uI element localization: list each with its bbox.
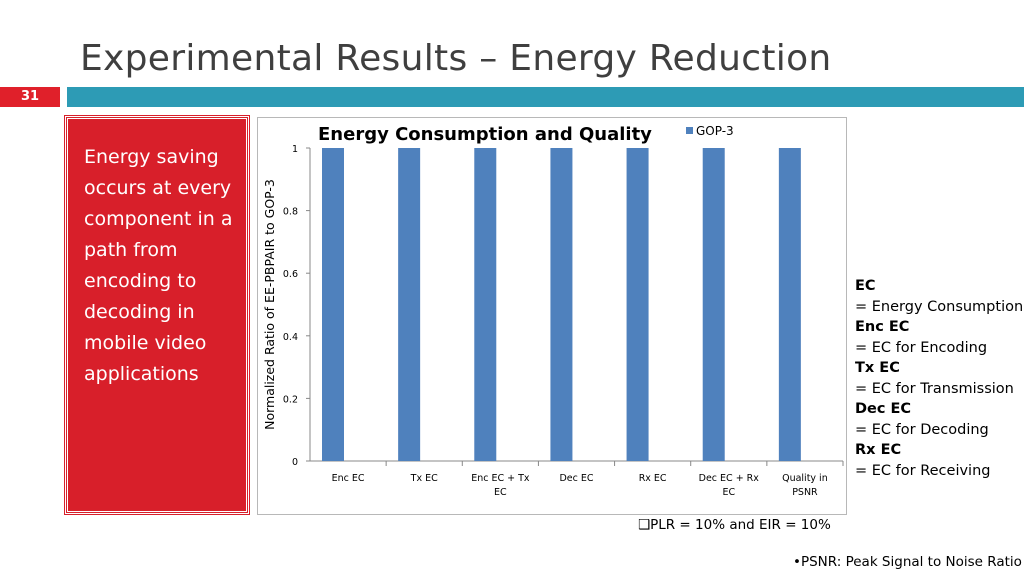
y-axis-label: Normalized Ratio of EE-PBPAIR to GOP-3 <box>262 179 277 430</box>
definitions-list: EC = Energy Consumption Enc EC = EC for Enc… <box>855 276 1023 481</box>
x-tick-label: Tx EC <box>410 473 438 484</box>
definition-meaning: = EC for Receiving <box>855 462 991 479</box>
bar <box>398 148 421 461</box>
definition-term: Rx EC <box>855 442 902 458</box>
bar <box>626 148 649 461</box>
x-tick-label: Dec EC <box>559 473 593 484</box>
header-accent-bar <box>67 87 1024 107</box>
x-tick-label: Quality in PSNR <box>782 473 828 498</box>
slide-number: 31 <box>0 87 60 107</box>
summary-panel <box>64 115 250 515</box>
definition-meaning: = Energy Consumption <box>855 298 1024 315</box>
definition-meaning: = EC for Encoding <box>855 339 988 356</box>
plr-note: ❑PLR = 10% and EIR = 10% <box>638 517 831 533</box>
definition-term: Dec EC <box>855 401 912 417</box>
bar <box>322 148 344 461</box>
legend-swatch <box>686 127 693 134</box>
definition-term: EC <box>855 278 876 294</box>
bar <box>550 148 573 461</box>
x-tick-label: Enc EC + Tx EC <box>471 473 530 498</box>
x-tick-label: Dec EC + Rx EC <box>699 473 760 498</box>
y-tick-label: 0 <box>292 457 298 468</box>
summary-text: Energy saving occurs at every component … <box>84 146 233 385</box>
y-tick-label: 0.8 <box>283 207 298 218</box>
energy-chart: Energy Consumption and Quality GOP-3 Norma… <box>262 124 844 498</box>
chart-title: Energy Consumption and Quality <box>318 124 652 145</box>
definition-meaning: = EC for Transmission <box>855 380 1014 397</box>
bar <box>778 148 801 461</box>
bar <box>474 148 497 461</box>
definition-term: Tx EC <box>855 360 900 376</box>
x-tick-label: Rx EC <box>639 473 667 484</box>
psnr-note: •PSNR: Peak Signal to Noise Ratio <box>793 554 1022 570</box>
definition-meaning: = EC for Decoding <box>855 421 989 438</box>
x-tick-label: Enc EC <box>332 473 365 484</box>
y-tick-label: 0.2 <box>283 394 298 405</box>
y-tick-label: 0.6 <box>283 269 298 280</box>
legend-label: GOP-3 <box>696 124 734 138</box>
definition-term: Enc EC <box>855 319 910 335</box>
bar <box>702 148 725 461</box>
y-tick-label: 0.4 <box>283 332 298 343</box>
y-tick-label: 1 <box>292 144 298 155</box>
chart-frame: Energy Consumption and Quality GOP-3 Norma… <box>257 117 847 515</box>
slide-title: Experimental Results – Energy Reduction <box>80 38 832 79</box>
